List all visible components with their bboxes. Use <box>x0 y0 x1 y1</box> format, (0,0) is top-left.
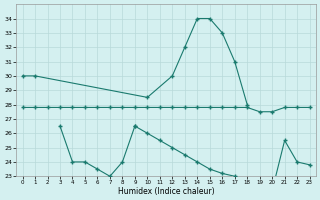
X-axis label: Humidex (Indice chaleur): Humidex (Indice chaleur) <box>118 187 214 196</box>
